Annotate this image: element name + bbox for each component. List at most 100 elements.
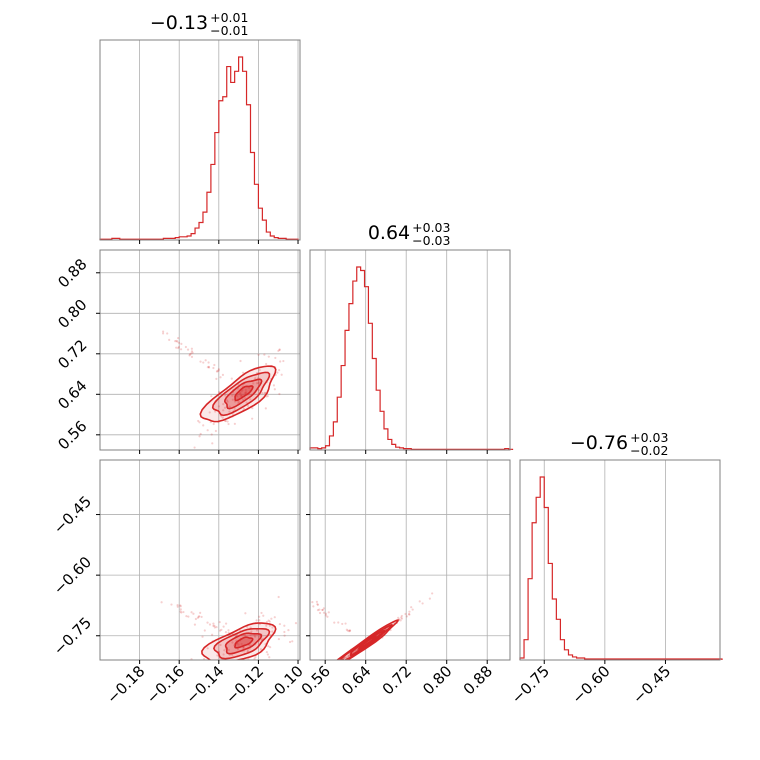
scatter-point: [161, 332, 165, 335]
scatter-point: [182, 610, 185, 614]
panel-frame: [99, 459, 301, 661]
scatter-point: [238, 400, 241, 404]
scatter-point: [327, 611, 330, 614]
scatter-point: [304, 349, 306, 351]
scatter-point: [278, 622, 281, 626]
scatter-point: [431, 592, 434, 595]
scatter-point: [331, 666, 333, 668]
x-tick-label: −0.45: [629, 662, 674, 707]
scatter-point: [246, 650, 249, 653]
scatter-point: [312, 605, 315, 608]
scatter-point: [222, 409, 225, 412]
title-value: −0.13: [150, 12, 208, 34]
scatter-point: [341, 622, 344, 626]
scatter-point: [404, 612, 407, 616]
scatter-point: [198, 421, 201, 424]
scatter-point: [336, 661, 338, 663]
scatter-point: [263, 391, 266, 394]
scatter-point: [160, 601, 163, 604]
scatter-point: [239, 394, 242, 397]
scatter-point: [271, 630, 274, 633]
joint-content: [161, 330, 310, 449]
scatter-point: [227, 648, 231, 652]
scatter-point: [257, 388, 260, 392]
scatter-point: [324, 612, 328, 615]
scatter-point: [283, 630, 286, 634]
scatter-point: [190, 611, 193, 614]
scatter-point: [334, 666, 336, 668]
scatter-point: [258, 368, 261, 372]
scatter-point: [273, 388, 276, 391]
hist-panel-0: [139, 40, 299, 240]
scatter-point: [223, 406, 227, 409]
scatter-point: [222, 625, 225, 628]
y-tick-label: −0.60: [50, 553, 95, 598]
contour-level-3: [234, 636, 254, 649]
title-minus: −0.02: [630, 443, 668, 458]
scatter-point: [218, 390, 221, 393]
scatter-point: [294, 592, 296, 594]
scatter-point: [212, 422, 215, 426]
scatter-point: [179, 348, 183, 351]
scatter-point: [214, 410, 217, 413]
scatter-point: [252, 382, 255, 385]
scatter-point: [208, 411, 211, 414]
scatter-point: [334, 665, 336, 667]
scatter-point: [202, 361, 205, 364]
scatter-point: [176, 605, 179, 608]
scatter-point: [304, 593, 306, 595]
scatter-point: [207, 365, 210, 368]
scatter-point: [289, 582, 291, 584]
panel-frame: [99, 39, 301, 241]
scatter-point: [199, 611, 202, 614]
scatter-point: [321, 608, 324, 612]
scatter-point: [251, 407, 254, 410]
scatter-point: [308, 345, 310, 347]
scatter-point: [251, 417, 254, 420]
scatter-point: [241, 398, 244, 401]
scatter-point: [214, 429, 218, 433]
scatter-point: [273, 616, 276, 619]
scatter-point: [316, 609, 320, 612]
hist-panel-2: [543, 460, 666, 660]
panel-title-1: 0.64 +0.03−0.03: [368, 220, 451, 248]
scatter-point: [276, 371, 279, 374]
scatter-point: [267, 645, 270, 648]
scatter-point: [347, 655, 350, 658]
scatter-point: [258, 381, 261, 384]
scatter-point: [170, 603, 173, 606]
scatter-point: [242, 407, 245, 410]
title-plus: +0.01: [210, 10, 248, 25]
scatter-point: [400, 617, 404, 620]
scatter-point: [263, 666, 265, 668]
scatter-point: [348, 630, 351, 633]
scatter-point: [278, 392, 281, 396]
scatter-point: [280, 373, 283, 376]
x-tick-label: 0.64: [338, 662, 374, 698]
scatter-point: [283, 624, 286, 627]
scatter-point: [265, 650, 268, 654]
scatter-point: [336, 664, 338, 666]
scatter-point: [177, 345, 180, 349]
scatter-point: [215, 625, 218, 629]
scatter-point: [410, 606, 413, 609]
scatter-point: [220, 628, 223, 631]
scatter-point: [194, 617, 197, 621]
scatter-point: [268, 624, 271, 627]
scatter-point: [187, 615, 190, 618]
scatter-point: [346, 629, 349, 632]
scatter-point: [398, 618, 401, 621]
contour-level-3: [357, 635, 377, 650]
scatter-point: [345, 628, 348, 631]
x-tick-label: 0.56: [298, 662, 334, 698]
scatter-point: [315, 600, 319, 603]
scatter-point: [240, 390, 243, 393]
scatter-point: [211, 442, 214, 445]
scatter-point: [190, 347, 193, 350]
scatter-point: [186, 348, 190, 351]
x-tick-label: −0.12: [222, 662, 267, 707]
scatter-point: [219, 376, 222, 379]
scatter-point: [332, 665, 334, 667]
scatter-point: [289, 585, 291, 587]
scatter-point: [224, 631, 228, 634]
